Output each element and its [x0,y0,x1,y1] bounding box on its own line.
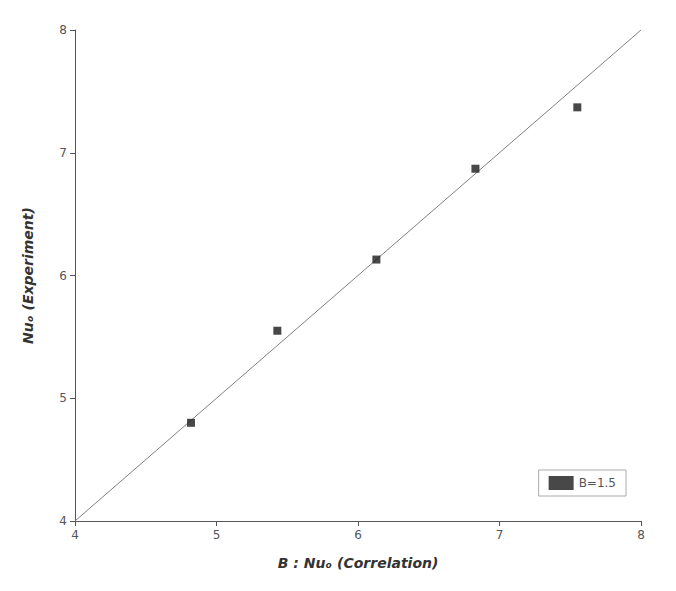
svg-text:7: 7 [59,146,67,160]
svg-text:8: 8 [637,528,645,542]
svg-text:4: 4 [71,528,79,542]
svg-text:5: 5 [213,528,221,542]
svg-text:6: 6 [59,269,67,283]
svg-text:4: 4 [59,514,67,528]
svg-text:Nuₒ (Experiment): Nuₒ (Experiment) [20,207,36,344]
svg-text:5: 5 [59,391,67,405]
svg-text:B=1.5: B=1.5 [579,476,616,490]
svg-text:8: 8 [59,23,67,37]
svg-text:7: 7 [496,528,504,542]
svg-text:B : Nuₒ (Correlation): B : Nuₒ (Correlation) [278,555,439,571]
svg-text:6: 6 [354,528,362,542]
